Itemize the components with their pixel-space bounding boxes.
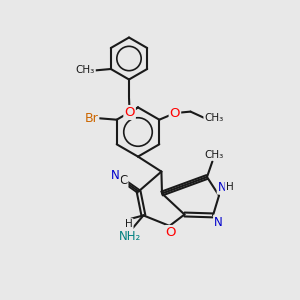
Text: Br: Br <box>85 112 98 125</box>
Text: N: N <box>214 215 223 229</box>
Text: N: N <box>218 181 226 194</box>
Text: O: O <box>166 226 176 239</box>
Text: NH₂: NH₂ <box>118 230 141 243</box>
Text: O: O <box>170 106 180 120</box>
Text: C: C <box>119 174 128 187</box>
Text: CH₃: CH₃ <box>76 65 95 76</box>
Text: H: H <box>226 182 233 192</box>
Text: CH₃: CH₃ <box>204 113 224 123</box>
Text: O: O <box>124 106 135 119</box>
Text: H: H <box>125 219 133 229</box>
Text: CH₃: CH₃ <box>204 150 224 160</box>
Text: N: N <box>111 169 120 182</box>
